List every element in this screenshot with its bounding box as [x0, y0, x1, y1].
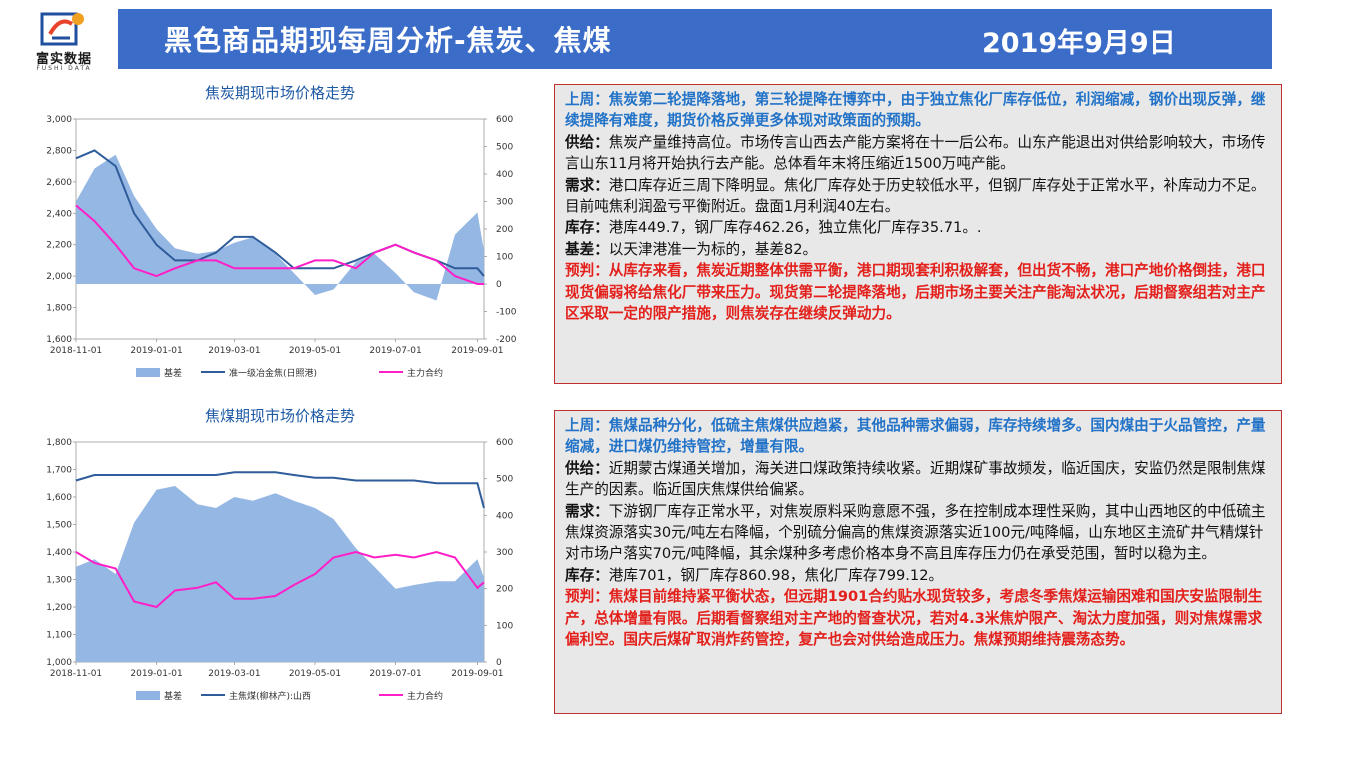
left-axis-tick-label: 1,700 [46, 466, 72, 476]
demand-label: 需求： [565, 176, 609, 194]
supply-text: 近期蒙古煤通关增加，海关进口煤政策持续收紧。近期煤矿事故频发，临近国庆，安监仍然… [565, 459, 1266, 499]
x-axis-tick-label: 2019-03-01 [208, 346, 260, 356]
left-axis-tick-label: 2,200 [46, 241, 72, 251]
x-axis-tick-label: 2019-09-01 [451, 346, 503, 356]
legend-label: 主力合约 [407, 690, 443, 702]
coal-analysis-box: 上周：焦煤品种分化，低硫主焦煤供应趋紧，其他品种需求偏弱，库存持续增多。国内煤由… [554, 410, 1282, 714]
x-axis-tick-label: 2019-09-01 [451, 669, 503, 679]
coke-forecast: 预判：从库存来看，焦炭近期整体供需平衡，港口期现套利积极解套，但出货不畅，港口产… [565, 262, 1266, 323]
basis-label: 基差： [565, 240, 609, 258]
legend-label: 基差 [164, 367, 182, 379]
coke-price-chart: 焦炭期现市场价格走势 1,600 1,800 2,000 2,200 2,400 2,60… [30, 82, 530, 382]
logo-name-en: FUSHI DATA [36, 65, 92, 72]
left-axis-tick-label: 1,800 [46, 438, 72, 448]
right-axis-tick-label: 0 [496, 658, 502, 668]
coal-forecast: 预判：焦煤目前维持紧平衡状态，但远期1901合约贴水现货较多，考虑冬季焦煤运输困… [565, 588, 1263, 649]
legend-label: 主焦煤(柳林产):山西 [229, 690, 311, 702]
coke-analysis-box: 上周：焦炭第二轮提降落地，第三轮提降在博弈中，由于独立焦化厂库存低位，利润缩减，… [554, 84, 1282, 384]
left-axis-tick-label: 1,300 [46, 576, 72, 586]
left-axis-tick-label: 2,000 [46, 272, 72, 282]
demand-text: 港口库存近三周下降明显。焦化厂库存处于历史较低水平，但钢厂库存处于正常水平，补库… [565, 176, 1266, 216]
supply-label: 供给： [565, 459, 609, 477]
left-axis-tick-label: 1,100 [46, 631, 72, 641]
x-axis-tick-label: 2019-01-01 [130, 346, 182, 356]
x-axis-tick-label: 2019-05-01 [289, 669, 341, 679]
right-axis-tick-label: 0 [496, 280, 502, 290]
legend-label: 基差 [164, 690, 182, 702]
page-title: 黑色商品期现每周分析-焦炭、焦煤 [164, 24, 612, 57]
coal-demand: 需求：下游钢厂库存正常水平，对焦炭原料采购意愿不强，多在控制成本理性采购，其中山… [565, 501, 1273, 565]
right-axis-tick-label: 100 [496, 253, 513, 263]
left-axis-tick-label: 1,000 [46, 658, 72, 668]
legend-swatch-basis [136, 691, 160, 700]
right-axis-tick-label: 100 [496, 621, 513, 631]
logo-name-cn: 富实数据 [35, 52, 92, 67]
x-axis-tick-label: 2019-01-01 [130, 669, 182, 679]
supply-text: 焦炭产量维持高位。市场传言山西去产能方案将在十一后公布。山东产能退出对供给影响较… [565, 133, 1266, 173]
left-axis-tick-label: 2,800 [46, 146, 72, 156]
left-axis-tick-label: 2,400 [46, 209, 72, 219]
left-axis-tick-label: 1,400 [46, 548, 72, 558]
right-axis-tick-label: -100 [496, 308, 517, 318]
right-axis-tick-label: 200 [496, 225, 513, 235]
supply-label: 供给： [565, 133, 609, 151]
left-axis-tick-label: 1,600 [46, 493, 72, 503]
coal-chart-svg: 1,000 1,100 1,200 1,300 1,400 1,500 1,600 1,700… [46, 438, 513, 702]
left-axis-tick-label: 1,200 [46, 603, 72, 613]
right-axis-tick-label: 400 [496, 170, 513, 180]
right-axis-tick-label: 200 [496, 585, 513, 595]
coal-supply: 供给：近期蒙古煤通关增加，海关进口煤政策持续收紧。近期煤矿事故频发，临近国庆，安… [565, 458, 1273, 501]
coal-inventory: 库存：港库701，钢厂库存860.98，焦化厂库存799.12。 [565, 565, 1273, 586]
inventory-text: 港库701，钢厂库存860.98，焦化厂库存799.12。 [608, 566, 944, 584]
right-axis-tick-label: 400 [496, 511, 513, 521]
coke-chart-svg: 1,600 1,800 2,000 2,200 2,400 2,600 2,800 3,000… [46, 115, 517, 379]
chart-title: 焦煤期现市场价格走势 [204, 407, 355, 425]
basis-text: 以天津港准一为标的，基差82。 [608, 240, 818, 258]
report-date: 2019年9月9日 [982, 28, 1176, 59]
coke-demand: 需求：港口库存近三周下降明显。焦化厂库存处于历史较低水平，但钢厂库存处于正常水平… [565, 175, 1273, 218]
coal-price-chart: 焦煤期现市场价格走势 1,000 1,100 1,200 1,300 1,400 1,50… [30, 405, 530, 705]
series-basis-area [76, 154, 484, 301]
x-axis-tick-label: 2019-03-01 [208, 669, 260, 679]
chart-title: 焦炭期现市场价格走势 [204, 84, 355, 102]
header-bar: 黑色商品期现每周分析-焦炭、焦煤 2019年9月9日 [118, 9, 1272, 69]
series-spot-line [75, 471, 485, 509]
right-axis-tick-label: 600 [496, 115, 513, 125]
series-main-contract-line [75, 550, 485, 609]
company-logo: 富实数据 FUSHI DATA [14, 8, 114, 72]
series-basis-area [76, 486, 484, 662]
right-axis-tick-label: 500 [496, 475, 513, 485]
left-axis-tick-label: 3,000 [46, 115, 72, 125]
inventory-text: 港库449.7，钢厂库存462.26，独立焦化厂库存35.71。. [608, 219, 982, 237]
x-axis-tick-label: 2019-07-01 [369, 346, 421, 356]
x-axis-tick-label: 2019-07-01 [369, 669, 421, 679]
right-axis-tick-label: 300 [496, 548, 513, 558]
right-axis-tick-label: 300 [496, 198, 513, 208]
legend-label: 主力合约 [407, 367, 443, 379]
right-axis-tick-label: 600 [496, 438, 513, 448]
left-axis-tick-label: 2,600 [46, 178, 72, 188]
coke-basis: 基差：以天津港准一为标的，基差82。 [565, 239, 1273, 260]
x-axis-tick-label: 2018-11-01 [50, 346, 102, 356]
coke-inventory: 库存：港库449.7，钢厂库存462.26，独立焦化厂库存35.71。. [565, 217, 1273, 238]
inventory-label: 库存： [565, 566, 609, 584]
right-axis-tick-label: -200 [496, 335, 517, 345]
x-axis-tick-label: 2018-11-01 [50, 669, 102, 679]
legend-label: 准一级冶金焦(日照港) [229, 367, 317, 379]
left-axis-tick-label: 1,500 [46, 521, 72, 531]
x-axis-tick-label: 2019-05-01 [289, 346, 341, 356]
series-main-contract-line [75, 204, 484, 285]
left-axis-tick-label: 1,800 [46, 304, 72, 314]
left-axis-tick-label: 1,600 [46, 335, 72, 345]
coke-last-week: 上周：焦炭第二轮提降落地，第三轮提降在博弈中，由于独立焦化厂库存低位，利润缩减，… [565, 91, 1266, 130]
coal-last-week: 上周：焦煤品种分化，低硫主焦煤供应趋紧，其他品种需求偏弱，库存持续增多。国内煤由… [565, 417, 1266, 456]
inventory-label: 库存： [565, 219, 609, 237]
demand-text: 下游钢厂库存正常水平，对焦炭原料采购意愿不强，多在控制成本理性采购，其中山西地区… [565, 502, 1266, 563]
legend-swatch-basis [136, 368, 160, 377]
coke-supply: 供给：焦炭产量维持高位。市场传言山西去产能方案将在十一后公布。山东产能退出对供给… [565, 132, 1273, 175]
logo-mark-icon [40, 12, 84, 46]
demand-label: 需求： [565, 502, 609, 520]
right-axis-tick-label: 500 [496, 143, 513, 153]
